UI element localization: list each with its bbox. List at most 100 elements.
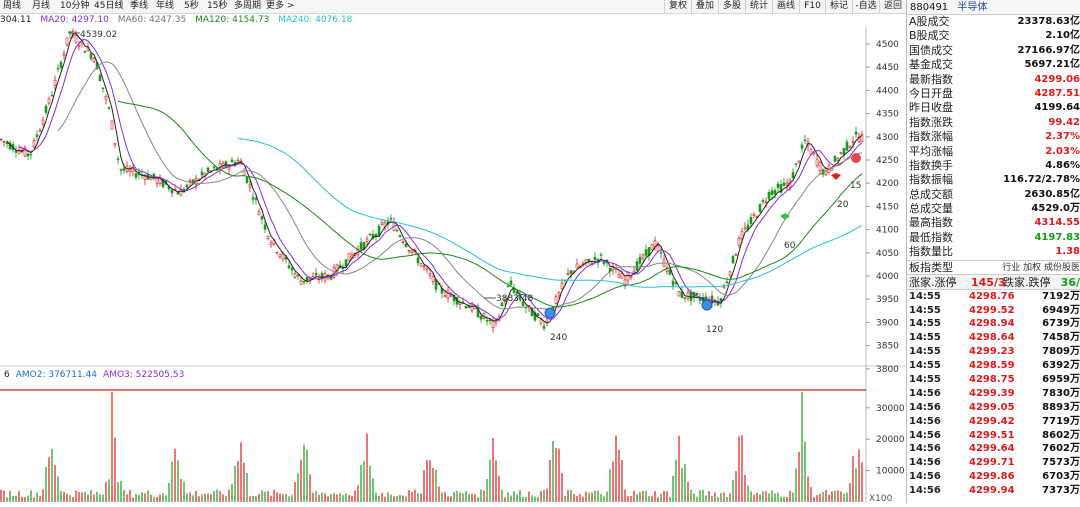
price-tick-label: 4500 [876, 40, 899, 50]
candle-body [737, 238, 741, 246]
candle-body [410, 250, 414, 254]
stat-row: B股成交 2.10亿 [907, 29, 1080, 43]
candle-body [380, 222, 384, 225]
kline-chart-area[interactable]: 4539.02 3883.48 240 120 15 20 60 4500 4450 4400 4… [0, 27, 906, 504]
candle-body [794, 163, 798, 165]
candle-body [656, 245, 660, 252]
stat-row: 指数涨幅 2.37% [907, 130, 1080, 144]
stat-value: 4529.0万 [1031, 203, 1080, 215]
period-weekly[interactable]: 周线 [3, 1, 22, 11]
candle-body [536, 313, 540, 316]
candle-body [842, 147, 846, 155]
period-45day[interactable]: 45日线 [94, 1, 124, 11]
candle-body [44, 105, 48, 113]
decline-label: 跌家.跌停 [1003, 275, 1051, 289]
period-monthly[interactable]: 月线 [32, 1, 51, 11]
period-more[interactable]: 更多 > [266, 1, 295, 11]
price-tick-label: 3800 [876, 365, 899, 375]
candle-body [38, 130, 42, 132]
security-header[interactable]: 880491 半导体 [907, 0, 1080, 15]
ma120-cross-marker [701, 299, 713, 311]
low-price-label: 3883.48 [496, 294, 533, 304]
price-tick-label: 3950 [876, 295, 899, 305]
adjust-button[interactable]: 复权 [664, 0, 691, 13]
candle-body [566, 273, 570, 275]
candle-body [521, 301, 525, 306]
period-year[interactable]: 年线 [156, 1, 175, 11]
period-10min[interactable]: 10分钟 [60, 1, 90, 11]
remove-watchlist-button[interactable]: -自选 [852, 0, 879, 13]
tick-row: 14:56 4299.39 7830万 [907, 387, 1080, 401]
candle-body [389, 217, 393, 220]
stat-label: 指数振幅 [909, 173, 953, 187]
tick-time: 14:55 [909, 290, 941, 302]
candle-body [752, 214, 756, 216]
stat-value: 4299.06 [1034, 73, 1080, 85]
stats-button[interactable]: 统计 [745, 0, 772, 13]
period-multi[interactable]: 多周期 [234, 1, 262, 11]
candle-body [554, 296, 558, 304]
draw-button[interactable]: 画线 [772, 0, 799, 13]
candle-body [47, 98, 51, 104]
board-type-label: 板指类型 [909, 260, 953, 274]
multi-stock-button[interactable]: 多股 [718, 0, 745, 13]
stat-label: 指数量比 [909, 245, 953, 259]
moving-average-lines [6, 32, 863, 324]
decline-value: 36/ [1060, 275, 1080, 289]
tick-price: 4298.59 [969, 360, 1015, 372]
tick-row: 14:56 4299.51 8602万 [907, 429, 1080, 443]
candle-body [59, 61, 63, 68]
candle-body [845, 141, 849, 151]
period-15sec[interactable]: 15秒 [207, 1, 228, 11]
candle-body [644, 249, 648, 256]
tick-volume: 8602万 [1042, 429, 1080, 441]
stat-label: 指数涨幅 [909, 130, 953, 144]
candle-body [266, 235, 270, 239]
tick-price: 4298.64 [969, 332, 1015, 344]
back-button[interactable]: 返回 [879, 0, 906, 13]
candle-body [488, 319, 492, 322]
candle-body [344, 259, 348, 267]
candle-body [89, 53, 93, 59]
stat-value: 2.37% [1045, 131, 1080, 143]
price-tick-label: 4000 [876, 272, 899, 282]
candle-body [341, 267, 345, 270]
tick-volume: 7809万 [1042, 346, 1080, 358]
board-type-tags[interactable]: 行业 加权 成份股医 [1002, 262, 1080, 273]
candle-body [62, 53, 66, 56]
period-5sec[interactable]: 5秒 [184, 1, 199, 11]
period-quarter[interactable]: 季线 [130, 1, 149, 11]
candle-body [620, 273, 624, 279]
candle-body [206, 167, 210, 172]
candle-body [722, 286, 726, 289]
candle-body [758, 203, 762, 213]
high-price-label: 4539.02 [80, 30, 117, 40]
tick-row: 14:56 4299.71 7573万 [907, 456, 1080, 470]
candle-body [308, 278, 312, 280]
f10-button[interactable]: F10 [799, 0, 825, 13]
tick-price: 4299.71 [969, 457, 1015, 469]
tick-row: 14:55 4298.76 7192万 [907, 290, 1080, 304]
candle-body [278, 254, 282, 258]
tick-row: 14:56 4299.64 7602万 [907, 442, 1080, 456]
overlay-button[interactable]: 叠加 [691, 0, 718, 13]
stat-row: 今日开盘 4287.51 [907, 87, 1080, 101]
candle-body [107, 107, 111, 109]
candle-body [671, 280, 675, 286]
candle-body [416, 257, 420, 264]
candle-body [782, 182, 786, 186]
candle-body [35, 134, 39, 138]
candle-body [368, 233, 372, 236]
candle-body [425, 267, 429, 270]
candle-body [245, 176, 249, 183]
tick-volume: 6959万 [1042, 373, 1080, 385]
stat-label: 今日开盘 [909, 86, 953, 100]
candle-body [683, 297, 687, 299]
price-tick-label: 3850 [876, 342, 899, 352]
candle-body [539, 319, 543, 324]
candle-body [53, 79, 57, 86]
stat-row: 总成交额 2630.85亿 [907, 188, 1080, 202]
volume-series: 30000 20000 10000 6 AMO2: 376711.44 AMO3: 522… [0, 370, 905, 504]
mark-button[interactable]: 标记 [825, 0, 852, 13]
